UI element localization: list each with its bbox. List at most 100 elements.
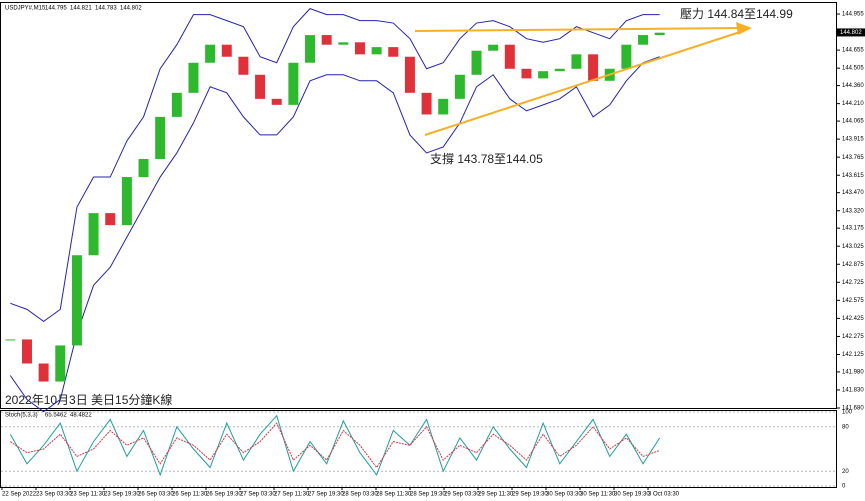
y-tick-label: 144.360 bbox=[842, 83, 864, 89]
stoch-tick-label: 20 bbox=[842, 469, 849, 475]
stoch-tick-label: 0 bbox=[842, 484, 846, 490]
stoch-signal bbox=[10, 422, 660, 469]
upper-band bbox=[10, 8, 660, 323]
candle bbox=[205, 44, 216, 63]
y-tick-label: 142.575 bbox=[842, 298, 864, 304]
stoch-name: Stoch(5,3,3) bbox=[5, 413, 38, 419]
price-box-label: 144.802 bbox=[840, 30, 862, 36]
candle bbox=[488, 44, 499, 51]
candle bbox=[121, 177, 132, 226]
ohlc-value: 144.783 bbox=[95, 6, 117, 12]
candle bbox=[38, 363, 49, 382]
candle bbox=[521, 68, 532, 79]
y-tick-label: 143.765 bbox=[842, 155, 864, 161]
candle bbox=[471, 50, 482, 75]
candle bbox=[305, 35, 316, 63]
x-tick-label: 28 Sep 03:30 bbox=[342, 492, 378, 498]
y-tick-label: 143.320 bbox=[842, 208, 864, 214]
candle bbox=[255, 74, 266, 99]
candle bbox=[404, 56, 415, 93]
candle bbox=[338, 42, 349, 45]
resistance-annotation: 壓力 144.84至144.99 bbox=[680, 7, 793, 21]
x-tick-label: 27 Sep 11:30 bbox=[274, 492, 310, 498]
x-tick-label: 28 Sep 11:30 bbox=[376, 492, 412, 498]
symbol-info: USDJPY#,M15 bbox=[5, 6, 46, 12]
y-tick-label: 143.175 bbox=[842, 226, 864, 232]
candle bbox=[421, 92, 432, 115]
y-tick-label: 142.875 bbox=[842, 262, 864, 268]
candle bbox=[88, 213, 99, 256]
y-tick-label: 141.680 bbox=[842, 406, 864, 412]
price-box bbox=[837, 28, 865, 37]
candle bbox=[538, 71, 549, 79]
y-tick-label: 141.830 bbox=[842, 388, 864, 394]
candle bbox=[221, 44, 232, 57]
candle bbox=[388, 47, 399, 57]
y-tick-label: 144.065 bbox=[842, 119, 864, 125]
x-tick-label: 27 Sep 03:30 bbox=[240, 492, 276, 498]
y-tick-label: 143.025 bbox=[842, 244, 864, 250]
y-tick-label: 142.425 bbox=[842, 316, 864, 322]
main-frame bbox=[0, 2, 837, 409]
support-line bbox=[424, 31, 741, 136]
x-tick-label: 26 Sep 03:30 bbox=[138, 492, 174, 498]
candle bbox=[371, 47, 382, 55]
y-tick-label: 144.210 bbox=[842, 101, 864, 107]
y-tick-label: 141.980 bbox=[842, 369, 864, 375]
x-tick-label: 30 Sep 19:30 bbox=[614, 492, 650, 498]
stoch-value: 48.4822 bbox=[70, 413, 92, 419]
candle bbox=[105, 213, 116, 226]
x-tick-label: 23 Sep 11:30 bbox=[70, 492, 106, 498]
stoch-tick-label: 80 bbox=[842, 424, 849, 430]
x-tick-label: 29 Sep 03:30 bbox=[444, 492, 480, 498]
candle bbox=[621, 44, 632, 69]
stoch-value: 65.5462 bbox=[45, 413, 67, 419]
y-tick-label: 144.955 bbox=[842, 12, 864, 18]
ohlc-value: 144.802 bbox=[120, 6, 142, 12]
lower-band bbox=[9, 56, 660, 413]
candle bbox=[271, 98, 282, 105]
candle bbox=[71, 255, 82, 346]
y-tick-label: 144.655 bbox=[842, 48, 864, 54]
candle bbox=[288, 62, 299, 105]
y-tick-label: 142.725 bbox=[842, 280, 864, 286]
x-tick-label: 26 Sep 11:30 bbox=[172, 492, 208, 498]
candle bbox=[188, 62, 199, 93]
x-tick-label: 22 Sep 2022 bbox=[2, 492, 37, 498]
candle bbox=[554, 68, 565, 72]
x-tick-label: 30 Sep 03:30 bbox=[546, 492, 582, 498]
x-tick-label: 3 Oct 03:30 bbox=[648, 492, 680, 498]
ohlc-value: 144.795 bbox=[45, 6, 67, 12]
trendlines bbox=[414, 22, 752, 136]
candle bbox=[138, 158, 149, 178]
x-tick-label: 26 Sep 19:30 bbox=[206, 492, 242, 498]
y-tick-label: 142.275 bbox=[842, 334, 864, 340]
x-tick-label: 27 Sep 19:30 bbox=[308, 492, 344, 498]
y-tick-label: 142.125 bbox=[842, 352, 864, 358]
candle bbox=[588, 54, 599, 81]
x-tick-label: 29 Sep 11:30 bbox=[478, 492, 514, 498]
support-annotation: 支撐 143.78至144.05 bbox=[430, 152, 543, 166]
candle bbox=[238, 56, 249, 75]
ohlc-value: 144.821 bbox=[70, 6, 92, 12]
candle bbox=[504, 44, 515, 69]
candle bbox=[438, 98, 449, 115]
stoch-tick-label: 100 bbox=[842, 410, 853, 416]
y-tick-label: 143.915 bbox=[842, 137, 864, 143]
resistance-line bbox=[414, 27, 741, 32]
y-tick-label: 143.615 bbox=[842, 173, 864, 179]
candle bbox=[321, 35, 332, 45]
candle bbox=[454, 74, 465, 99]
stoch-frame bbox=[0, 410, 837, 488]
candle bbox=[171, 92, 182, 117]
y-tick-label: 143.470 bbox=[842, 190, 864, 196]
candle bbox=[155, 116, 166, 159]
x-tick-label: 29 Sep 19:30 bbox=[512, 492, 548, 498]
candle bbox=[654, 32, 665, 36]
x-tick-label: 28 Sep 19:30 bbox=[410, 492, 446, 498]
candle bbox=[354, 42, 365, 55]
x-tick-label: 23 Sep 19:30 bbox=[104, 492, 140, 498]
y-tick-label: 144.505 bbox=[842, 66, 864, 72]
